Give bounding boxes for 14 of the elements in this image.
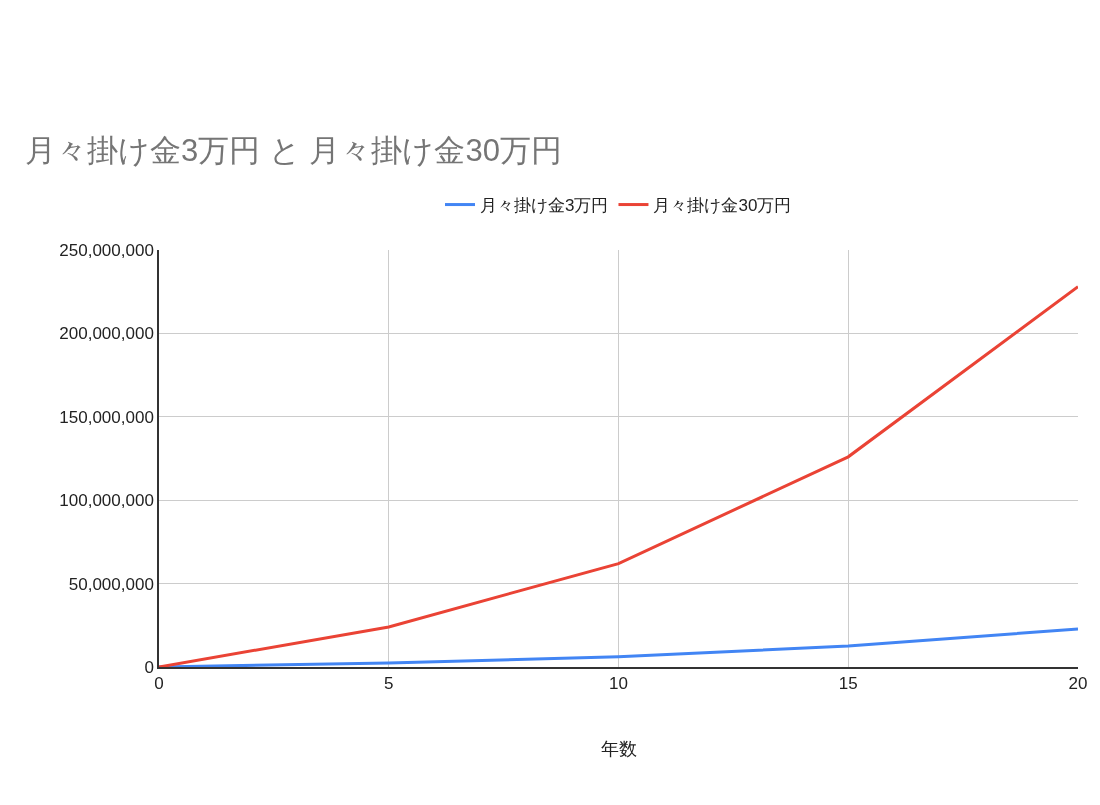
- legend-label: 月々掛け金30万円: [653, 196, 792, 216]
- y-tick-label: 200,000,000: [59, 324, 154, 344]
- y-tick-label: 150,000,000: [59, 407, 154, 427]
- y-tick-label: 100,000,000: [59, 491, 154, 511]
- x-axis-title: 年数: [600, 738, 637, 759]
- legend-label: 月々掛け金3万円: [480, 196, 609, 216]
- x-tick-label: 5: [384, 674, 394, 694]
- x-tick-label: 10: [609, 674, 628, 694]
- y-tick-label: 0: [144, 657, 154, 677]
- y-tick-label: 250,000,000: [59, 240, 154, 260]
- x-tick-label: 20: [1068, 674, 1088, 694]
- y-tick-label: 50,000,000: [68, 574, 154, 594]
- x-tick-label: 15: [838, 674, 858, 694]
- chart-title: 月々掛け金3万円 と 月々掛け金30万円: [25, 132, 562, 168]
